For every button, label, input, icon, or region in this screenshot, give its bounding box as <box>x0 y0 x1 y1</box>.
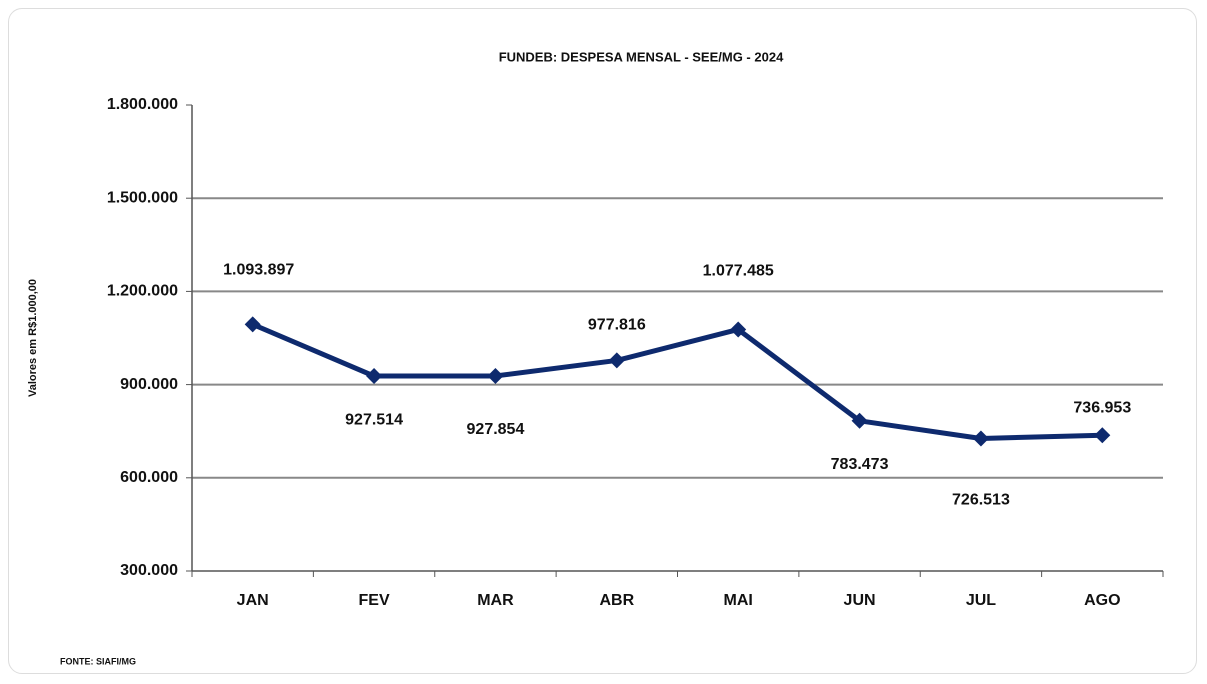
y-tick-label: 600.000 <box>120 469 178 486</box>
y-tick-label: 300.000 <box>120 562 178 579</box>
x-tick-label: JUL <box>966 592 996 609</box>
data-label: 977.816 <box>588 317 646 334</box>
marker <box>366 368 383 385</box>
y-axis-label: Valores em R$1.000,00 <box>27 279 39 397</box>
x-tick-label: JUN <box>844 592 876 609</box>
marker <box>608 352 625 369</box>
y-tick-label: 900.000 <box>120 376 178 393</box>
card <box>8 8 1197 674</box>
marker <box>851 412 868 429</box>
y-tick-label: 1.800.000 <box>107 96 178 113</box>
x-tick-label: AGO <box>1084 592 1120 609</box>
marker <box>972 430 989 447</box>
line <box>251 322 1103 441</box>
data-label: 783.473 <box>831 456 889 473</box>
marker <box>244 316 261 333</box>
x-tick-label: JAN <box>237 592 269 609</box>
data-label: 736.953 <box>1073 399 1131 416</box>
data-label: 1.093.897 <box>223 262 294 279</box>
marker <box>487 367 504 384</box>
data-label: 1.077.485 <box>703 263 774 280</box>
marker <box>730 321 747 338</box>
x-tick-label: ABR <box>599 592 634 609</box>
x-tick-label: MAI <box>724 592 753 609</box>
chart-title: FUNDEB: DESPESA MENSAL - SEE/MG - 2024 <box>499 49 784 64</box>
x-tick-label: MAR <box>477 592 514 609</box>
source: FONTE: SIAFI/MG <box>60 656 136 666</box>
y-tick-label: 1.500.000 <box>107 189 178 206</box>
y-tick-label: 1.200.000 <box>107 283 178 300</box>
marker <box>1094 427 1111 444</box>
data-label: 927.514 <box>345 411 403 428</box>
data-label: 927.854 <box>467 421 525 438</box>
x-tick-label: FEV <box>359 592 390 609</box>
data-label: 726.513 <box>952 492 1010 509</box>
